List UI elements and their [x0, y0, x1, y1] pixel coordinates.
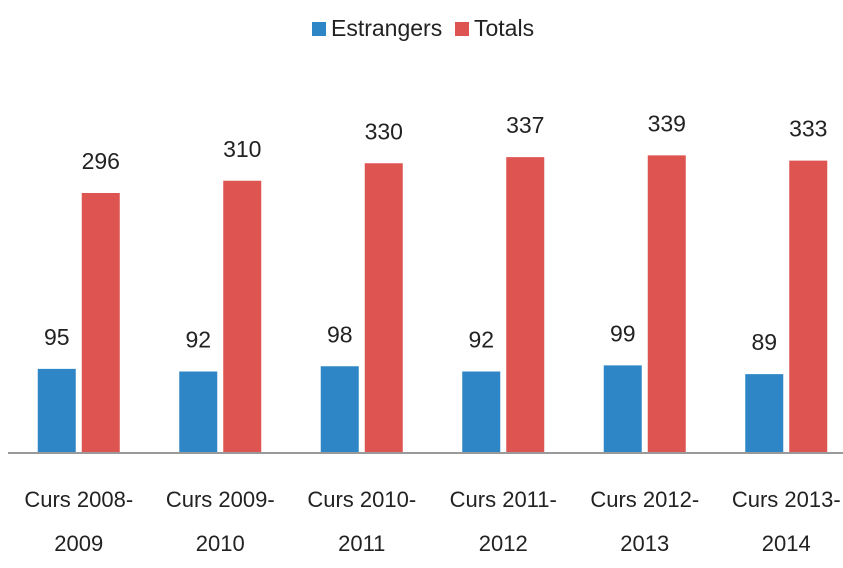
bar [320, 366, 359, 452]
bar [81, 193, 120, 452]
data-label: 92 [185, 327, 211, 353]
legend-label: Estrangers [331, 15, 442, 41]
bar [364, 163, 403, 452]
x-tick-label: Curs 2011- 2012 [449, 487, 557, 556]
data-label: 310 [223, 136, 261, 162]
legend-label: Totals [474, 15, 534, 41]
bar [745, 374, 784, 452]
x-tick-label: Curs 2010- 2011 [307, 487, 417, 556]
data-label: 333 [789, 116, 827, 142]
bar [37, 368, 76, 452]
bar [506, 157, 545, 452]
data-label: 92 [468, 327, 494, 353]
data-label: 337 [506, 112, 544, 138]
bar [789, 160, 828, 452]
data-label: 296 [82, 148, 120, 174]
x-tick-label: Curs 2013- 2014 [731, 487, 841, 556]
bar [603, 365, 642, 452]
bar [647, 155, 686, 452]
bar [462, 371, 501, 452]
data-label: 95 [44, 324, 70, 350]
x-tick-label: Curs 2008- 2009 [24, 487, 134, 556]
legend-swatch [455, 22, 469, 36]
x-tick-label: Curs 2009- 2010 [165, 487, 275, 556]
x-tick-label: Curs 2012- 2013 [590, 487, 700, 556]
bar [223, 180, 262, 452]
data-label: 89 [751, 329, 777, 355]
legend-swatch [312, 22, 326, 36]
bar [179, 371, 218, 452]
data-label: 98 [327, 321, 353, 347]
data-label: 330 [365, 118, 403, 144]
data-label: 339 [648, 110, 686, 136]
data-label: 99 [610, 320, 636, 346]
